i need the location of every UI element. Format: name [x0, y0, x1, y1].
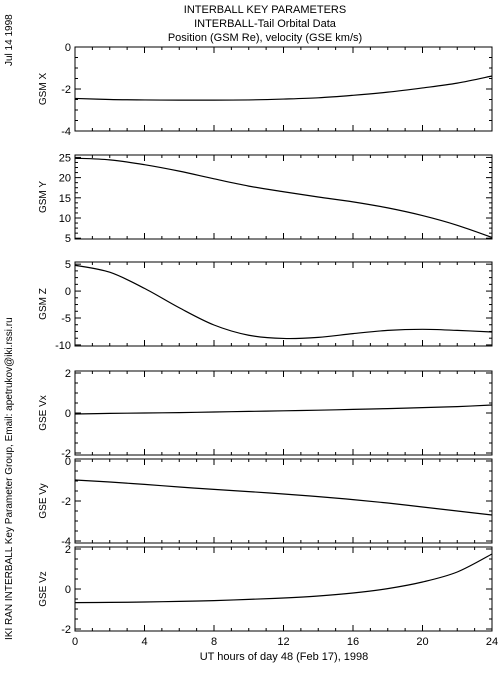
- panel-gse-vz: 2 0 -2 GSE Vz: [38, 544, 493, 636]
- x-tick-label: 20: [416, 636, 428, 648]
- panel-frame: [74, 546, 493, 632]
- series-line-gsm-z: [74, 264, 493, 340]
- x-tick-label: 24: [486, 636, 498, 648]
- y-tick-label: -2: [61, 448, 71, 460]
- panel-ylabel: GSM Z: [38, 288, 49, 320]
- y-tick-label: -10: [55, 340, 71, 352]
- y-tick-label: 0: [65, 584, 71, 596]
- panel-frame: [74, 46, 493, 132]
- y-tick-label: 5: [65, 259, 71, 271]
- y-tick-label: 2: [65, 544, 71, 556]
- panel-gsm-z: 5 0 -5 -10 GSM Z: [38, 259, 493, 352]
- y-tick-label: 20: [59, 173, 71, 185]
- panel-frame: [74, 458, 493, 544]
- panel-ylabel: GSM X: [38, 73, 49, 106]
- panel-ylabel: GSM Y: [38, 181, 49, 213]
- x-tick-label: 0: [72, 636, 78, 648]
- series-line-gse-vx: [74, 404, 493, 415]
- chart-title-line-2: INTERBALL-Tail Orbital Data: [194, 18, 337, 30]
- panel-ylabel: GSE Vx: [38, 395, 49, 431]
- x-tick-label: 4: [141, 636, 147, 648]
- chart-title-line-1: INTERBALL KEY PARAMETERS: [184, 4, 346, 16]
- y-tick-label: 0: [65, 408, 71, 420]
- y-tick-label: 0: [65, 456, 71, 468]
- x-tick-label: 8: [211, 636, 217, 648]
- y-tick-label: 25: [59, 152, 71, 164]
- y-tick-label: 5: [65, 233, 71, 245]
- panel-gse-vx: 2 0 -2 GSE Vx: [38, 368, 493, 460]
- chart-title-line-3: Position (GSM Re), velocity (GSE km/s): [168, 32, 362, 44]
- y-tick-label: 0: [65, 42, 71, 54]
- panel-gsm-y: 25 20 15 10 5 GSM Y: [38, 152, 493, 245]
- panel-frame: [74, 261, 493, 347]
- x-tick-label: 12: [277, 636, 289, 648]
- series-line-gsm-y: [74, 157, 493, 238]
- y-tick-label: 2: [65, 368, 71, 380]
- y-tick-label: -2: [61, 496, 71, 508]
- series-line-gsm-x: [74, 75, 493, 101]
- series-line-gse-vy: [74, 479, 493, 516]
- panel-ylabel: GSE Vy: [38, 483, 49, 518]
- y-tick-label: -5: [61, 313, 71, 325]
- credit-line: IKI RAN INTERBALL Key Parameter Group, E…: [4, 317, 15, 640]
- x-axis-label: UT hours of day 48 (Feb 17), 1998: [200, 651, 369, 663]
- y-tick-label: -2: [61, 84, 71, 96]
- y-tick-label: -4: [61, 126, 71, 138]
- panel-gsm-x: 0 -2 -4 GSM X: [38, 42, 493, 138]
- date-stamp: Jul 14 1998: [4, 14, 15, 66]
- series-line-gse-vz: [74, 553, 493, 604]
- panel-frame: [74, 154, 493, 240]
- y-tick-label: 0: [65, 286, 71, 298]
- y-tick-label: -4: [61, 536, 71, 548]
- panel-gse-vy: 0 -2 -4 GSE Vy: [38, 456, 493, 548]
- y-tick-label: 15: [59, 193, 71, 205]
- x-tick-label: 16: [347, 636, 359, 648]
- panel-ylabel: GSE Vz: [38, 571, 49, 607]
- y-tick-label: -2: [61, 624, 71, 636]
- y-tick-label: 10: [59, 213, 71, 225]
